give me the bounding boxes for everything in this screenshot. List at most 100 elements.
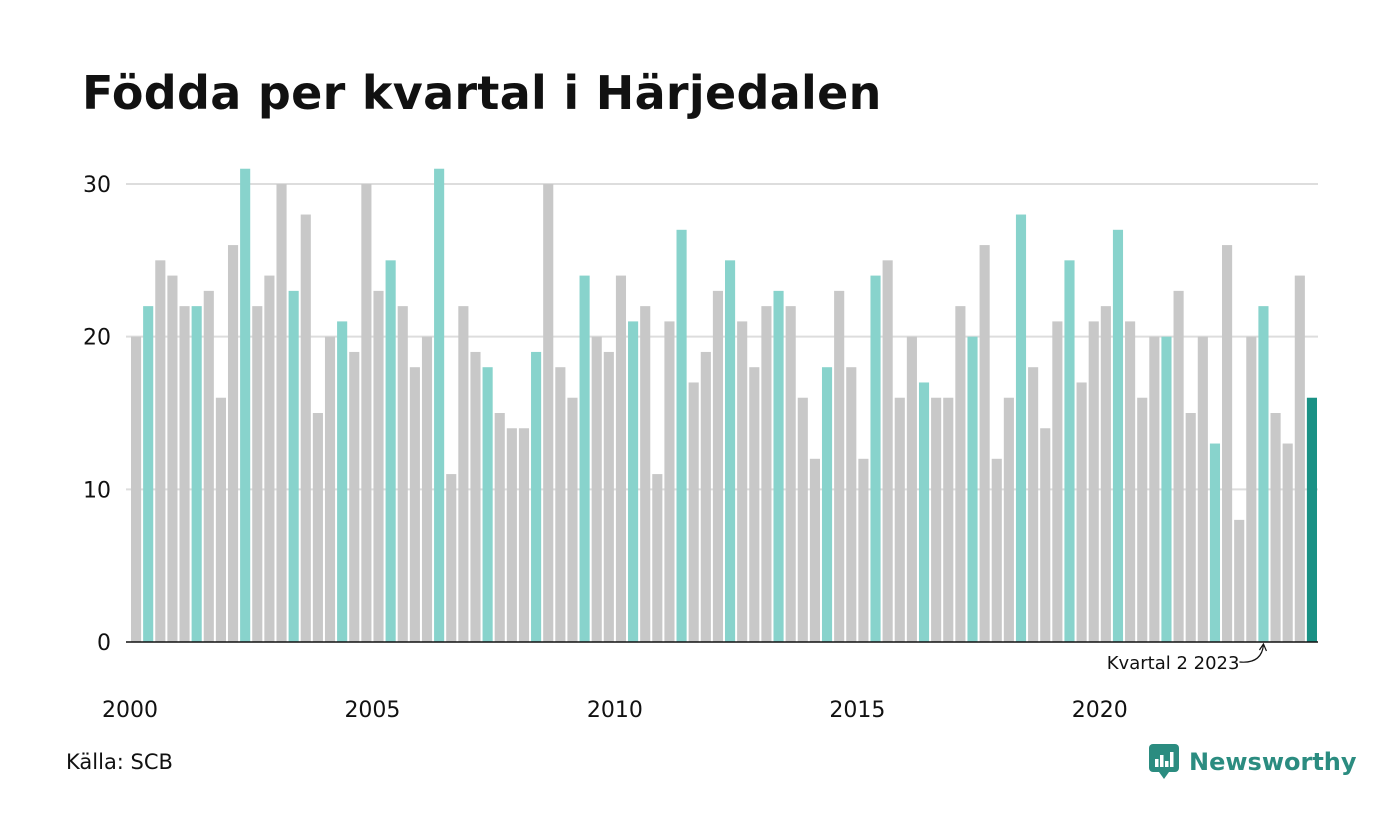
bar bbox=[264, 275, 275, 642]
bar bbox=[446, 474, 457, 642]
x-tick-label: 2005 bbox=[344, 698, 400, 723]
bar bbox=[834, 290, 845, 642]
annotation-arrowhead bbox=[1258, 642, 1268, 652]
x-tick-label: 2020 bbox=[1072, 698, 1128, 723]
bar bbox=[312, 413, 323, 642]
bar bbox=[1088, 321, 1099, 642]
bar bbox=[1112, 229, 1124, 643]
y-tick-label: 20 bbox=[83, 326, 111, 351]
bar bbox=[737, 321, 748, 642]
bar bbox=[882, 260, 893, 642]
bar bbox=[1282, 443, 1293, 642]
bar bbox=[567, 397, 578, 642]
bar bbox=[712, 290, 723, 642]
bar bbox=[555, 367, 566, 642]
bar bbox=[1197, 336, 1208, 642]
bar bbox=[458, 306, 469, 642]
bar bbox=[955, 306, 966, 642]
bar bbox=[664, 321, 675, 642]
bar bbox=[1209, 443, 1221, 642]
bar bbox=[749, 367, 760, 642]
bar bbox=[337, 321, 348, 642]
bar bbox=[1185, 413, 1196, 642]
bar bbox=[361, 184, 372, 642]
source-label: Källa: SCB bbox=[66, 750, 173, 774]
bar bbox=[591, 336, 602, 642]
bar bbox=[943, 397, 954, 642]
bar bbox=[276, 184, 287, 642]
bar bbox=[785, 306, 796, 642]
bar bbox=[1270, 413, 1281, 642]
bar bbox=[167, 275, 178, 642]
bar bbox=[1137, 397, 1148, 642]
bar bbox=[676, 229, 687, 643]
bar bbox=[240, 168, 251, 642]
bar bbox=[640, 306, 651, 642]
bar bbox=[482, 367, 493, 642]
bar bbox=[300, 214, 311, 643]
bar bbox=[858, 458, 869, 642]
bar bbox=[628, 321, 639, 642]
brand-logo: Newsworthy bbox=[1149, 744, 1357, 780]
bar bbox=[1246, 336, 1257, 642]
x-tick-label: 2010 bbox=[587, 698, 643, 723]
bar bbox=[143, 306, 154, 642]
bar bbox=[991, 458, 1002, 642]
bar bbox=[967, 336, 978, 642]
bar bbox=[397, 306, 408, 642]
bar bbox=[1149, 336, 1160, 642]
bar bbox=[1222, 245, 1233, 643]
bar bbox=[179, 306, 190, 642]
bar bbox=[603, 351, 614, 642]
bar bbox=[906, 336, 917, 642]
bar bbox=[700, 351, 711, 642]
bar bbox=[470, 351, 481, 642]
bar bbox=[821, 367, 833, 642]
bar bbox=[725, 260, 736, 642]
x-tick-label: 2000 bbox=[102, 698, 158, 723]
bar bbox=[1294, 275, 1305, 642]
bar bbox=[894, 397, 905, 642]
bar bbox=[1052, 321, 1063, 642]
y-tick-label: 0 bbox=[97, 631, 111, 656]
bar bbox=[324, 336, 336, 642]
newsworthy-logo-icon bbox=[1149, 744, 1179, 779]
bar bbox=[349, 351, 360, 642]
annotation-label: Kvartal 2 2023 bbox=[1107, 653, 1240, 674]
bar bbox=[870, 275, 881, 642]
bar-chart: 0 10 20 30 2000 2005 2010 2015 2020 Kvartal 2 202… bbox=[83, 168, 1318, 723]
bar bbox=[979, 245, 990, 643]
bar bbox=[288, 290, 299, 642]
bar bbox=[931, 397, 942, 642]
y-tick-label: 10 bbox=[83, 478, 111, 503]
brand-name: Newsworthy bbox=[1189, 748, 1357, 776]
bar bbox=[652, 474, 663, 642]
bar bbox=[809, 458, 820, 642]
bar bbox=[615, 275, 627, 642]
bar bbox=[373, 290, 384, 642]
chart-title: Födda per kvartal i Härjedalen bbox=[82, 66, 882, 120]
bar bbox=[1258, 306, 1269, 642]
bar bbox=[1003, 397, 1014, 642]
bar bbox=[506, 428, 517, 642]
bar bbox=[579, 275, 590, 642]
bar bbox=[518, 428, 530, 642]
bar bbox=[421, 336, 433, 642]
bar bbox=[1064, 260, 1075, 642]
bar bbox=[434, 168, 445, 642]
bar bbox=[531, 351, 542, 642]
bar bbox=[1173, 290, 1184, 642]
annotation-arrow bbox=[1239, 644, 1265, 663]
bar bbox=[1100, 306, 1111, 642]
bar bbox=[155, 260, 166, 642]
bar bbox=[1234, 519, 1245, 642]
x-tick-label: 2015 bbox=[829, 698, 885, 723]
bar bbox=[1076, 382, 1087, 642]
y-tick-label: 30 bbox=[83, 173, 111, 198]
bar bbox=[1015, 214, 1027, 643]
bar bbox=[1040, 428, 1051, 642]
bar bbox=[688, 382, 699, 642]
bar bbox=[1125, 321, 1136, 642]
bar bbox=[494, 413, 505, 642]
bar bbox=[1028, 367, 1039, 642]
